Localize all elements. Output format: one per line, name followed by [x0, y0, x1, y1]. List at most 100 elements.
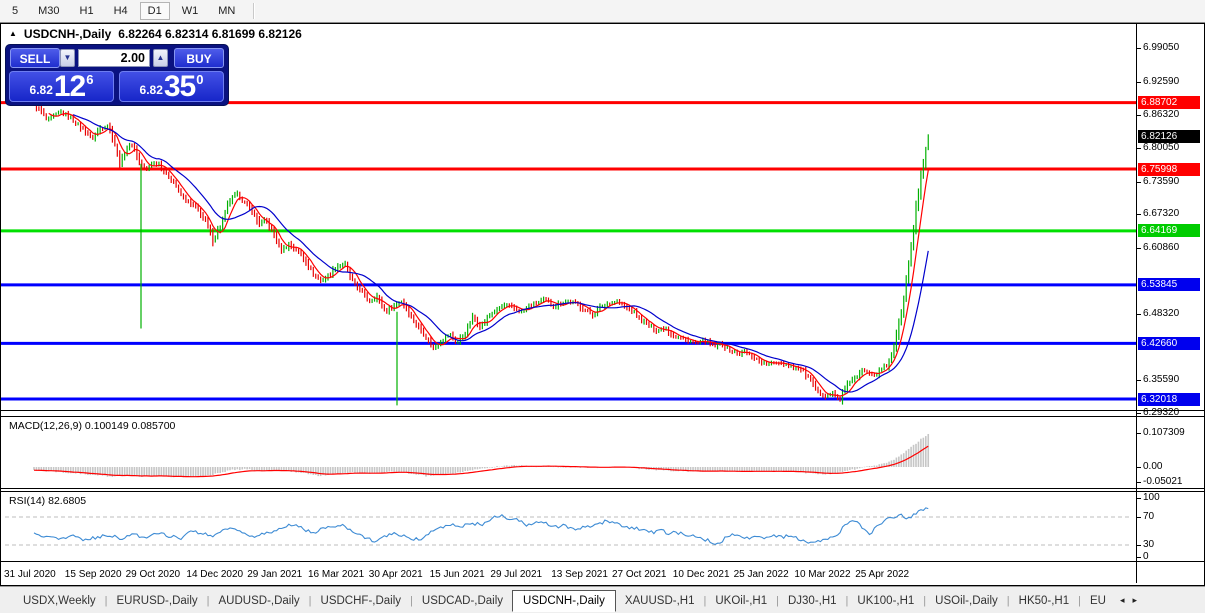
buy-button[interactable]: BUY: [174, 48, 224, 68]
macd-histogram-bar: [165, 467, 168, 477]
price-axis: 6.99050 6.92590 6.86320 6.80050 6.73590 6.673…: [1137, 24, 1204, 583]
chart-tab-audusd-daily[interactable]: AUDUSD-,Daily: [218, 594, 300, 607]
timeframe-5[interactable]: 5: [12, 5, 19, 17]
timeframe-d1[interactable]: D1: [139, 2, 170, 20]
timeframe-h4[interactable]: H4: [113, 5, 128, 17]
macd-histogram-bar: [251, 467, 253, 471]
macd-histogram-bar: [175, 467, 177, 477]
macd-histogram-bar: [241, 467, 244, 470]
price-tick-6.35590: 6.35590: [1143, 374, 1180, 386]
macd-histogram-bar: [312, 467, 315, 475]
chart-tab-eu[interactable]: EU: [1090, 594, 1106, 607]
buy-price-quote[interactable]: 6.82 35 0: [119, 71, 224, 102]
macd-histogram-bar: [354, 467, 356, 473]
macd-histogram-bar: [283, 467, 285, 472]
macd-histogram-bar: [427, 467, 430, 476]
price-tick-6.86320: 6.86320: [1143, 109, 1180, 121]
macd-histogram-bar: [131, 467, 133, 477]
macd-histogram-bar: [880, 463, 883, 467]
chart-tab-xauusd-h1[interactable]: XAUUSD-,H1: [624, 594, 695, 607]
axis-tick: [1137, 482, 1141, 483]
macd-histogram-bar: [420, 467, 422, 475]
macd-histogram-bar: [118, 467, 121, 476]
timeframe-h1[interactable]: H1: [79, 5, 94, 17]
macd-histogram-bar: [778, 467, 780, 472]
collapse-triangle-icon[interactable]: ▲: [9, 28, 17, 38]
timeframe-w1[interactable]: W1: [181, 5, 199, 17]
macd-histogram-bar: [883, 463, 885, 467]
macd-histogram-bar: [87, 467, 89, 476]
macd-histogram-bar: [437, 467, 440, 475]
chart-tab-usdchf-daily[interactable]: USDCHF-,Daily: [320, 594, 402, 607]
macd-histogram-bar: [229, 467, 231, 471]
macd-histogram-bar: [834, 467, 836, 474]
macd-histogram-bar: [680, 467, 682, 471]
macd-histogram-bar: [792, 467, 795, 472]
pane-separator[interactable]: [1, 561, 1204, 562]
sell-price-quote[interactable]: 6.82 12 6: [9, 71, 114, 102]
timeframe-m30[interactable]: M30: [38, 5, 60, 17]
macd-histogram-bar: [163, 467, 165, 477]
date-label-14: 25 Apr 2022: [855, 569, 910, 580]
chart-tab-dj30-h1[interactable]: DJ30-,H1: [787, 594, 837, 607]
macd-histogram-bar: [765, 467, 768, 472]
macd-scale--0.05021: -0.05021: [1143, 476, 1183, 487]
macd-histogram-bar: [858, 467, 861, 469]
chart-tab-hk50-h1[interactable]: HK50-,H1: [1018, 594, 1070, 607]
tab-separator: |: [104, 594, 108, 607]
macd-histogram-bar: [305, 467, 307, 473]
pane-separator[interactable]: [1, 491, 1204, 492]
tab-scroll-right-icon[interactable]: ▸: [1132, 595, 1138, 605]
tab-separator: |: [703, 594, 707, 607]
tab-scroll-left-icon[interactable]: ◂: [1119, 595, 1125, 605]
chart-plot-area[interactable]: [1, 24, 1204, 583]
macd-histogram-bar: [452, 467, 454, 474]
rsi-label: RSI(14) 82.6805: [9, 495, 87, 507]
macd-histogram-bar: [699, 467, 702, 472]
macd-histogram-bar: [373, 467, 376, 474]
chart-tab-usdcad-daily[interactable]: USDCAD-,Daily: [421, 594, 504, 607]
macd-histogram-bar: [273, 467, 275, 470]
macd-histogram-bar: [378, 467, 381, 473]
macd-histogram-bar: [716, 467, 719, 471]
macd-histogram-bar: [831, 467, 834, 473]
chart-tab-ukoil-h1[interactable]: UKOil-,H1: [715, 594, 768, 607]
macd-histogram-bar: [141, 467, 143, 477]
macd-histogram-bar: [133, 467, 136, 476]
macd-histogram-bar: [216, 467, 219, 474]
macd-histogram-bar: [758, 467, 760, 472]
macd-histogram-bar: [224, 467, 226, 473]
date-label-10: 27 Oct 2021: [612, 569, 667, 580]
date-label-2: 29 Oct 2020: [125, 569, 181, 580]
macd-histogram-bar: [746, 467, 748, 471]
macd-histogram-bar: [246, 467, 248, 470]
macd-histogram-bar: [496, 466, 498, 467]
chart-tab-usdx-weekly[interactable]: USDX,Weekly: [23, 594, 96, 607]
volume-increase-button[interactable]: ▲: [153, 49, 168, 67]
macd-histogram-bar: [579, 467, 582, 468]
chart-tab-usdcnh-daily[interactable]: USDCNH-,Daily: [512, 589, 616, 612]
axis-tick: [1137, 432, 1141, 434]
macd-histogram-bar: [77, 467, 79, 473]
axis-tick: [1137, 115, 1141, 117]
chart-tab-usoil-daily[interactable]: USOil-,Daily: [935, 594, 998, 607]
axis-tick: [1137, 313, 1141, 315]
pane-separator[interactable]: [1, 416, 1204, 417]
macd-histogram-bar: [408, 467, 410, 474]
timeframe-mn[interactable]: MN: [218, 5, 236, 17]
pane-separator[interactable]: [1, 410, 1204, 411]
macd-histogram-bar: [785, 467, 787, 472]
macd-histogram-bar: [733, 467, 736, 472]
sell-button[interactable]: SELL: [10, 48, 60, 68]
volume-input[interactable]: [78, 49, 150, 67]
pane-separator[interactable]: [1, 488, 1204, 489]
macd-histogram-bar: [795, 467, 797, 473]
chart-tab-eurusd-daily[interactable]: EURUSD-,Daily: [116, 594, 198, 607]
volume-decrease-button[interactable]: ▼: [60, 49, 75, 67]
price-tick-6.67320: 6.67320: [1143, 208, 1180, 220]
date-label-3: 14 Dec 2020: [186, 569, 244, 580]
chart-tab-uk100-h1[interactable]: UK100-,H1: [857, 594, 915, 607]
macd-histogram-bar: [729, 467, 731, 472]
macd-histogram-bar: [344, 467, 346, 473]
macd-histogram-bar: [398, 467, 400, 473]
